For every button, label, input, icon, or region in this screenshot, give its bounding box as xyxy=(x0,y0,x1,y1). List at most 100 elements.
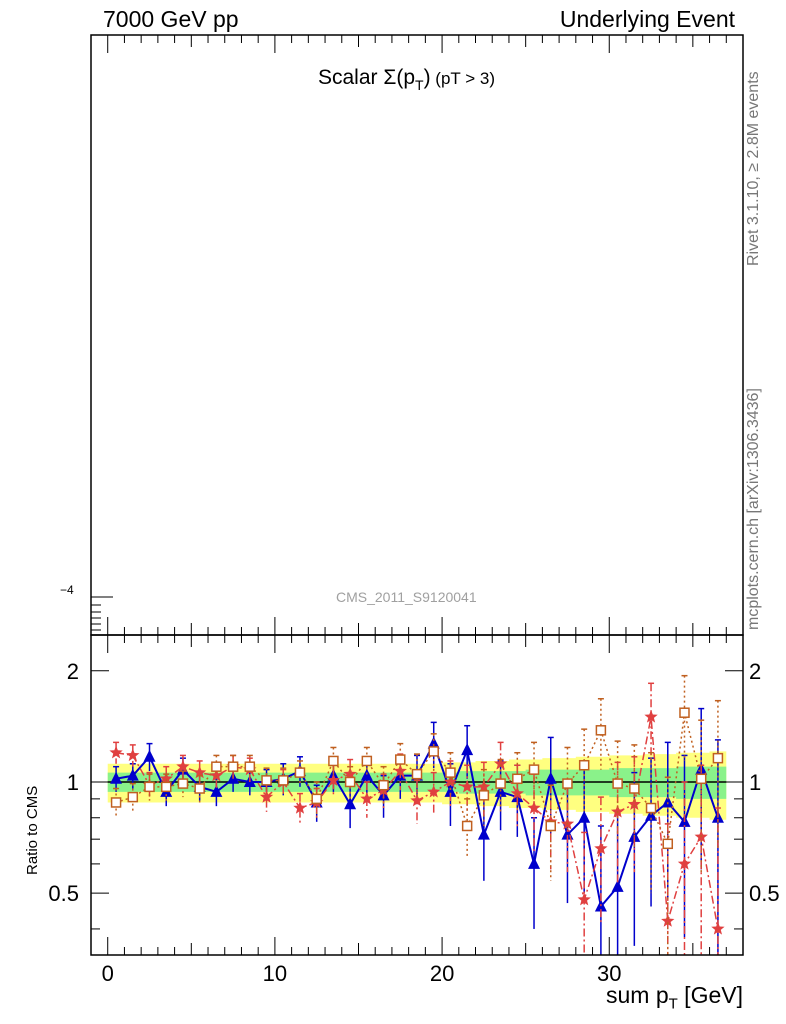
data-point-star xyxy=(126,748,140,762)
data-point-star xyxy=(427,784,441,798)
data-point-square xyxy=(578,759,590,771)
series-line xyxy=(115,716,719,930)
data-point-square xyxy=(478,790,490,801)
data-point-star xyxy=(443,774,458,788)
data-point-star xyxy=(410,793,424,807)
data-point-square xyxy=(445,767,456,778)
data-point-star xyxy=(711,921,725,935)
data-point-triangle xyxy=(528,856,541,869)
data-point-square xyxy=(144,781,155,793)
ratio-y-tick-label-right: 2 xyxy=(749,659,761,684)
data-point-square xyxy=(679,707,690,718)
data-point-star xyxy=(627,797,641,810)
data-point-square xyxy=(294,767,306,778)
data-point-star xyxy=(176,759,190,773)
data-point-triangle xyxy=(461,743,474,756)
data-point-triangle xyxy=(661,795,674,808)
data-point-square xyxy=(645,802,657,814)
exponent-label: −4 xyxy=(60,583,74,597)
title-subscript: T xyxy=(415,77,424,93)
data-point-square xyxy=(411,768,423,780)
data-point-triangle xyxy=(578,810,591,823)
xlabel-unit: [GeV] xyxy=(677,982,743,1008)
data-point-square xyxy=(712,752,724,764)
data-point-square xyxy=(395,754,406,765)
x-tick-label: 30 xyxy=(597,961,621,986)
series-star xyxy=(109,682,725,955)
data-point-star xyxy=(493,756,508,770)
data-point-square xyxy=(495,778,506,789)
data-point-star xyxy=(460,779,474,793)
data-point-triangle xyxy=(110,771,123,784)
analysis-watermark: CMS_2011_S9120041 xyxy=(336,589,477,605)
data-point-square xyxy=(278,775,289,786)
data-point-star xyxy=(527,801,541,814)
data-point-square xyxy=(177,778,189,789)
xlabel-main: sum p xyxy=(605,982,669,1008)
data-point-star xyxy=(326,773,341,787)
data-point-triangle xyxy=(444,784,457,797)
data-point-triangle xyxy=(344,797,357,810)
data-point-triangle xyxy=(477,827,490,840)
data-point-triangle xyxy=(611,879,624,892)
axes: 0.5 0.51 12 20 10 20 30 xyxy=(48,35,780,986)
series-layer xyxy=(109,674,725,955)
data-point-triangle xyxy=(645,808,658,821)
data-point-square xyxy=(595,725,607,736)
data-point-star xyxy=(159,771,173,785)
data-point-square xyxy=(194,783,205,794)
title-close: ) xyxy=(423,66,431,89)
x-tick-label: 20 xyxy=(430,961,454,986)
header-process-label: Underlying Event xyxy=(559,6,735,32)
data-point-triangle xyxy=(427,736,440,749)
data-point-star xyxy=(360,791,374,805)
ratio-y-tick-label-left: 0.5 xyxy=(48,881,79,906)
data-point-square xyxy=(528,764,540,775)
data-point-star xyxy=(577,892,591,906)
data-point-triangle xyxy=(210,784,223,797)
data-point-square xyxy=(662,838,674,850)
ratio-y-tick-label-right: 1 xyxy=(749,770,761,795)
data-point-square xyxy=(344,776,356,788)
xlabel-sub: T xyxy=(668,995,678,1013)
title-cut: (pT > 3) xyxy=(430,69,495,88)
x-axis-label: sum pT [GeV] xyxy=(606,982,743,1013)
data-point-square xyxy=(512,773,523,785)
plot-title: Scalar Σ(pT) (pT > 3) xyxy=(318,66,495,93)
data-point-triangle xyxy=(143,749,156,762)
data-point-square xyxy=(261,775,272,786)
header-energy-label: 7000 GeV pp xyxy=(103,6,239,32)
data-point-star xyxy=(293,801,307,814)
data-point-star xyxy=(193,765,207,779)
data-point-square xyxy=(361,755,373,767)
data-point-square xyxy=(227,761,239,772)
data-point-square xyxy=(127,791,139,803)
data-point-triangle xyxy=(126,768,139,781)
data-point-square xyxy=(244,761,256,772)
x-tick-label: 0 xyxy=(102,961,114,986)
data-point-triangle xyxy=(360,768,373,781)
data-point-star xyxy=(109,745,123,759)
title-main: Scalar xyxy=(318,66,384,89)
data-point-square xyxy=(211,761,222,772)
data-point-square xyxy=(461,820,473,832)
data-point-square xyxy=(629,783,640,794)
ratio-y-tick-label-right: 0.5 xyxy=(749,881,780,906)
main-panel-frame xyxy=(90,34,744,636)
data-point-triangle xyxy=(544,771,557,784)
data-point-square xyxy=(311,793,322,805)
data-point-star xyxy=(644,709,658,723)
data-point-square xyxy=(545,820,556,832)
data-point-square xyxy=(160,781,172,793)
data-point-star xyxy=(209,768,224,782)
data-point-star xyxy=(677,856,692,870)
main-panel-border xyxy=(90,34,744,636)
data-point-star xyxy=(259,790,274,803)
data-point-square xyxy=(562,778,573,789)
data-point-square xyxy=(328,755,339,767)
data-point-square xyxy=(695,773,707,785)
data-point-star xyxy=(594,841,608,855)
ratio-y-tick-label-left: 1 xyxy=(67,770,79,795)
x-tick-label: 10 xyxy=(263,961,287,986)
